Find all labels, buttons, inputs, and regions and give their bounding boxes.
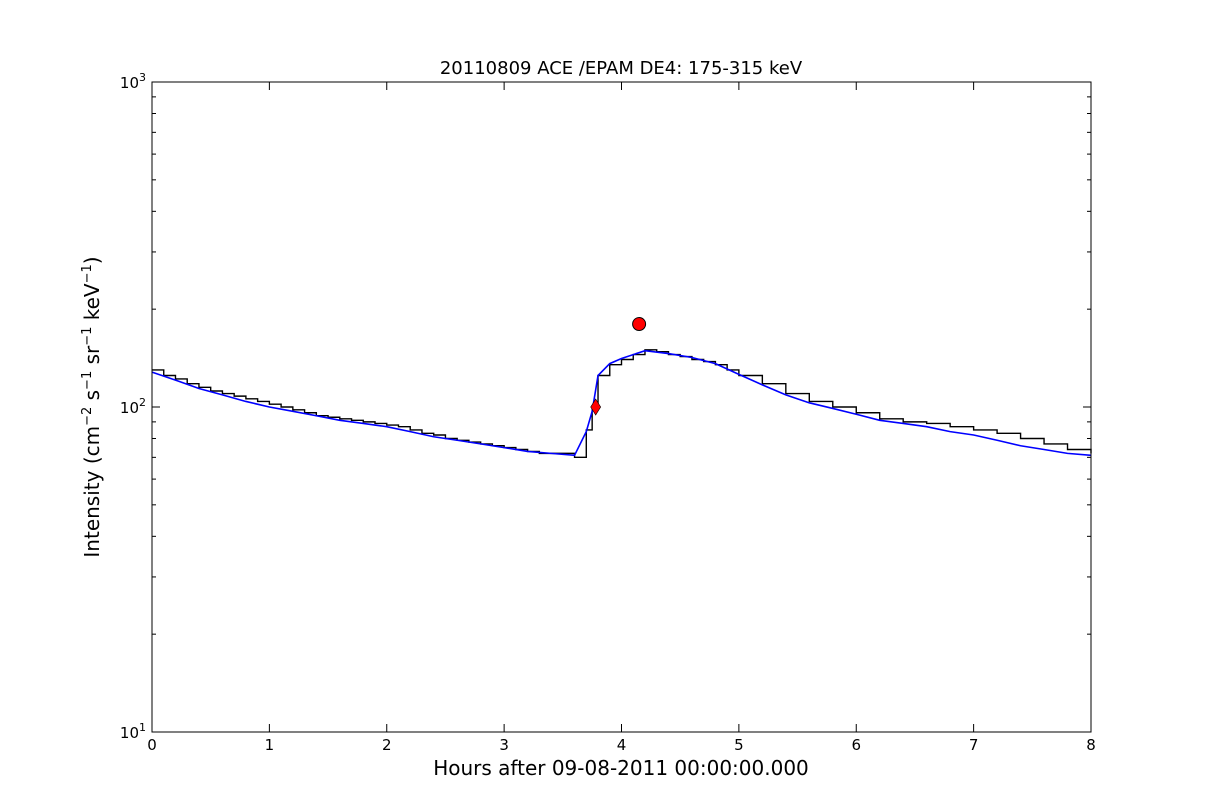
x-tick-label: 1: [265, 736, 275, 754]
chart-title: 20110809 ACE /EPAM DE4: 175-315 keV: [440, 58, 803, 79]
y-axis-label-prefix: Intensity (cm: [80, 426, 104, 558]
x-tick-label: 0: [147, 736, 157, 754]
x-tick-label: 6: [851, 736, 861, 754]
y-axis-label-kev: keV: [80, 283, 104, 327]
y-axis-label-sr: sr: [80, 345, 104, 371]
onset-marker-diamond: [590, 398, 602, 416]
y-axis-label-s: s: [80, 390, 104, 407]
x-axis-label: Hours after 09-08-2011 00:00:00.000: [433, 756, 809, 780]
y-axis-label-exp2: −1: [80, 371, 95, 390]
series-line-smoothed: [151, 349, 1092, 457]
y-tick-label: 102: [120, 396, 146, 417]
y-tick-label: 103: [120, 71, 146, 92]
y-axis-label-exp3: −1: [80, 327, 95, 346]
x-tick-label: 5: [734, 736, 744, 754]
series-line-raw: [152, 349, 1092, 459]
y-axis-label-exp4: −1: [80, 264, 95, 283]
x-tick-label: 4: [617, 736, 627, 754]
x-tick-label: 7: [969, 736, 979, 754]
axis-ticks: 0 1 2 3 4 5 6 7 8 101 102 103: [120, 71, 1096, 754]
x-tick-label: 3: [499, 736, 509, 754]
y-axis-label-exp1: −2: [80, 407, 95, 426]
y-tick-label: 101: [120, 721, 146, 742]
x-tick-label: 2: [382, 736, 392, 754]
y-axis-label: Intensity (cm−2 s−1 sr−1 keV−1): [80, 256, 104, 557]
plot-area: [151, 317, 1092, 459]
peak-marker-circle: [632, 317, 647, 332]
y-axis-label-suffix: ): [80, 256, 104, 264]
x-tick-label: 8: [1086, 736, 1096, 754]
